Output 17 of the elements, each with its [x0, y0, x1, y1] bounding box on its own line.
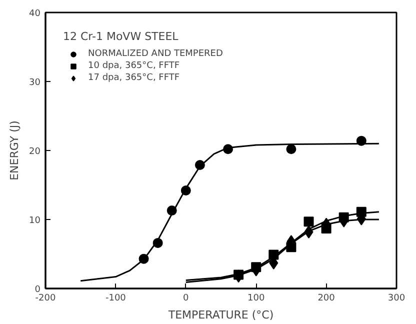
- x-tick-label: 0: [183, 294, 190, 304]
- x-tick-label: -100: [105, 294, 126, 304]
- x-tick-label: -200: [35, 294, 56, 304]
- legend-label: NORMALIZED AND TEMPERED: [88, 48, 223, 60]
- y-tick-label: 0: [34, 285, 41, 295]
- x-tick-label: 200: [318, 294, 336, 304]
- y-tick-label: 20: [29, 147, 41, 157]
- y-tick-label: 10: [29, 216, 41, 226]
- x-tick-label: 100: [248, 294, 265, 304]
- x-axis-title: TEMPERATURE (°C): [167, 308, 274, 322]
- legend-label: 17 dpa, 365°C, FFTF: [88, 72, 180, 84]
- y-tick-label: 30: [29, 78, 41, 88]
- y-tick-label: 40: [29, 9, 41, 19]
- legend-title: 12 Cr-1 MoVW STEEL: [63, 30, 180, 43]
- x-tick-label: 300: [388, 294, 406, 304]
- y-axis-title: ENERGY (J): [8, 120, 22, 180]
- legend-label: 10 dpa, 365°C, FFTF: [88, 60, 180, 72]
